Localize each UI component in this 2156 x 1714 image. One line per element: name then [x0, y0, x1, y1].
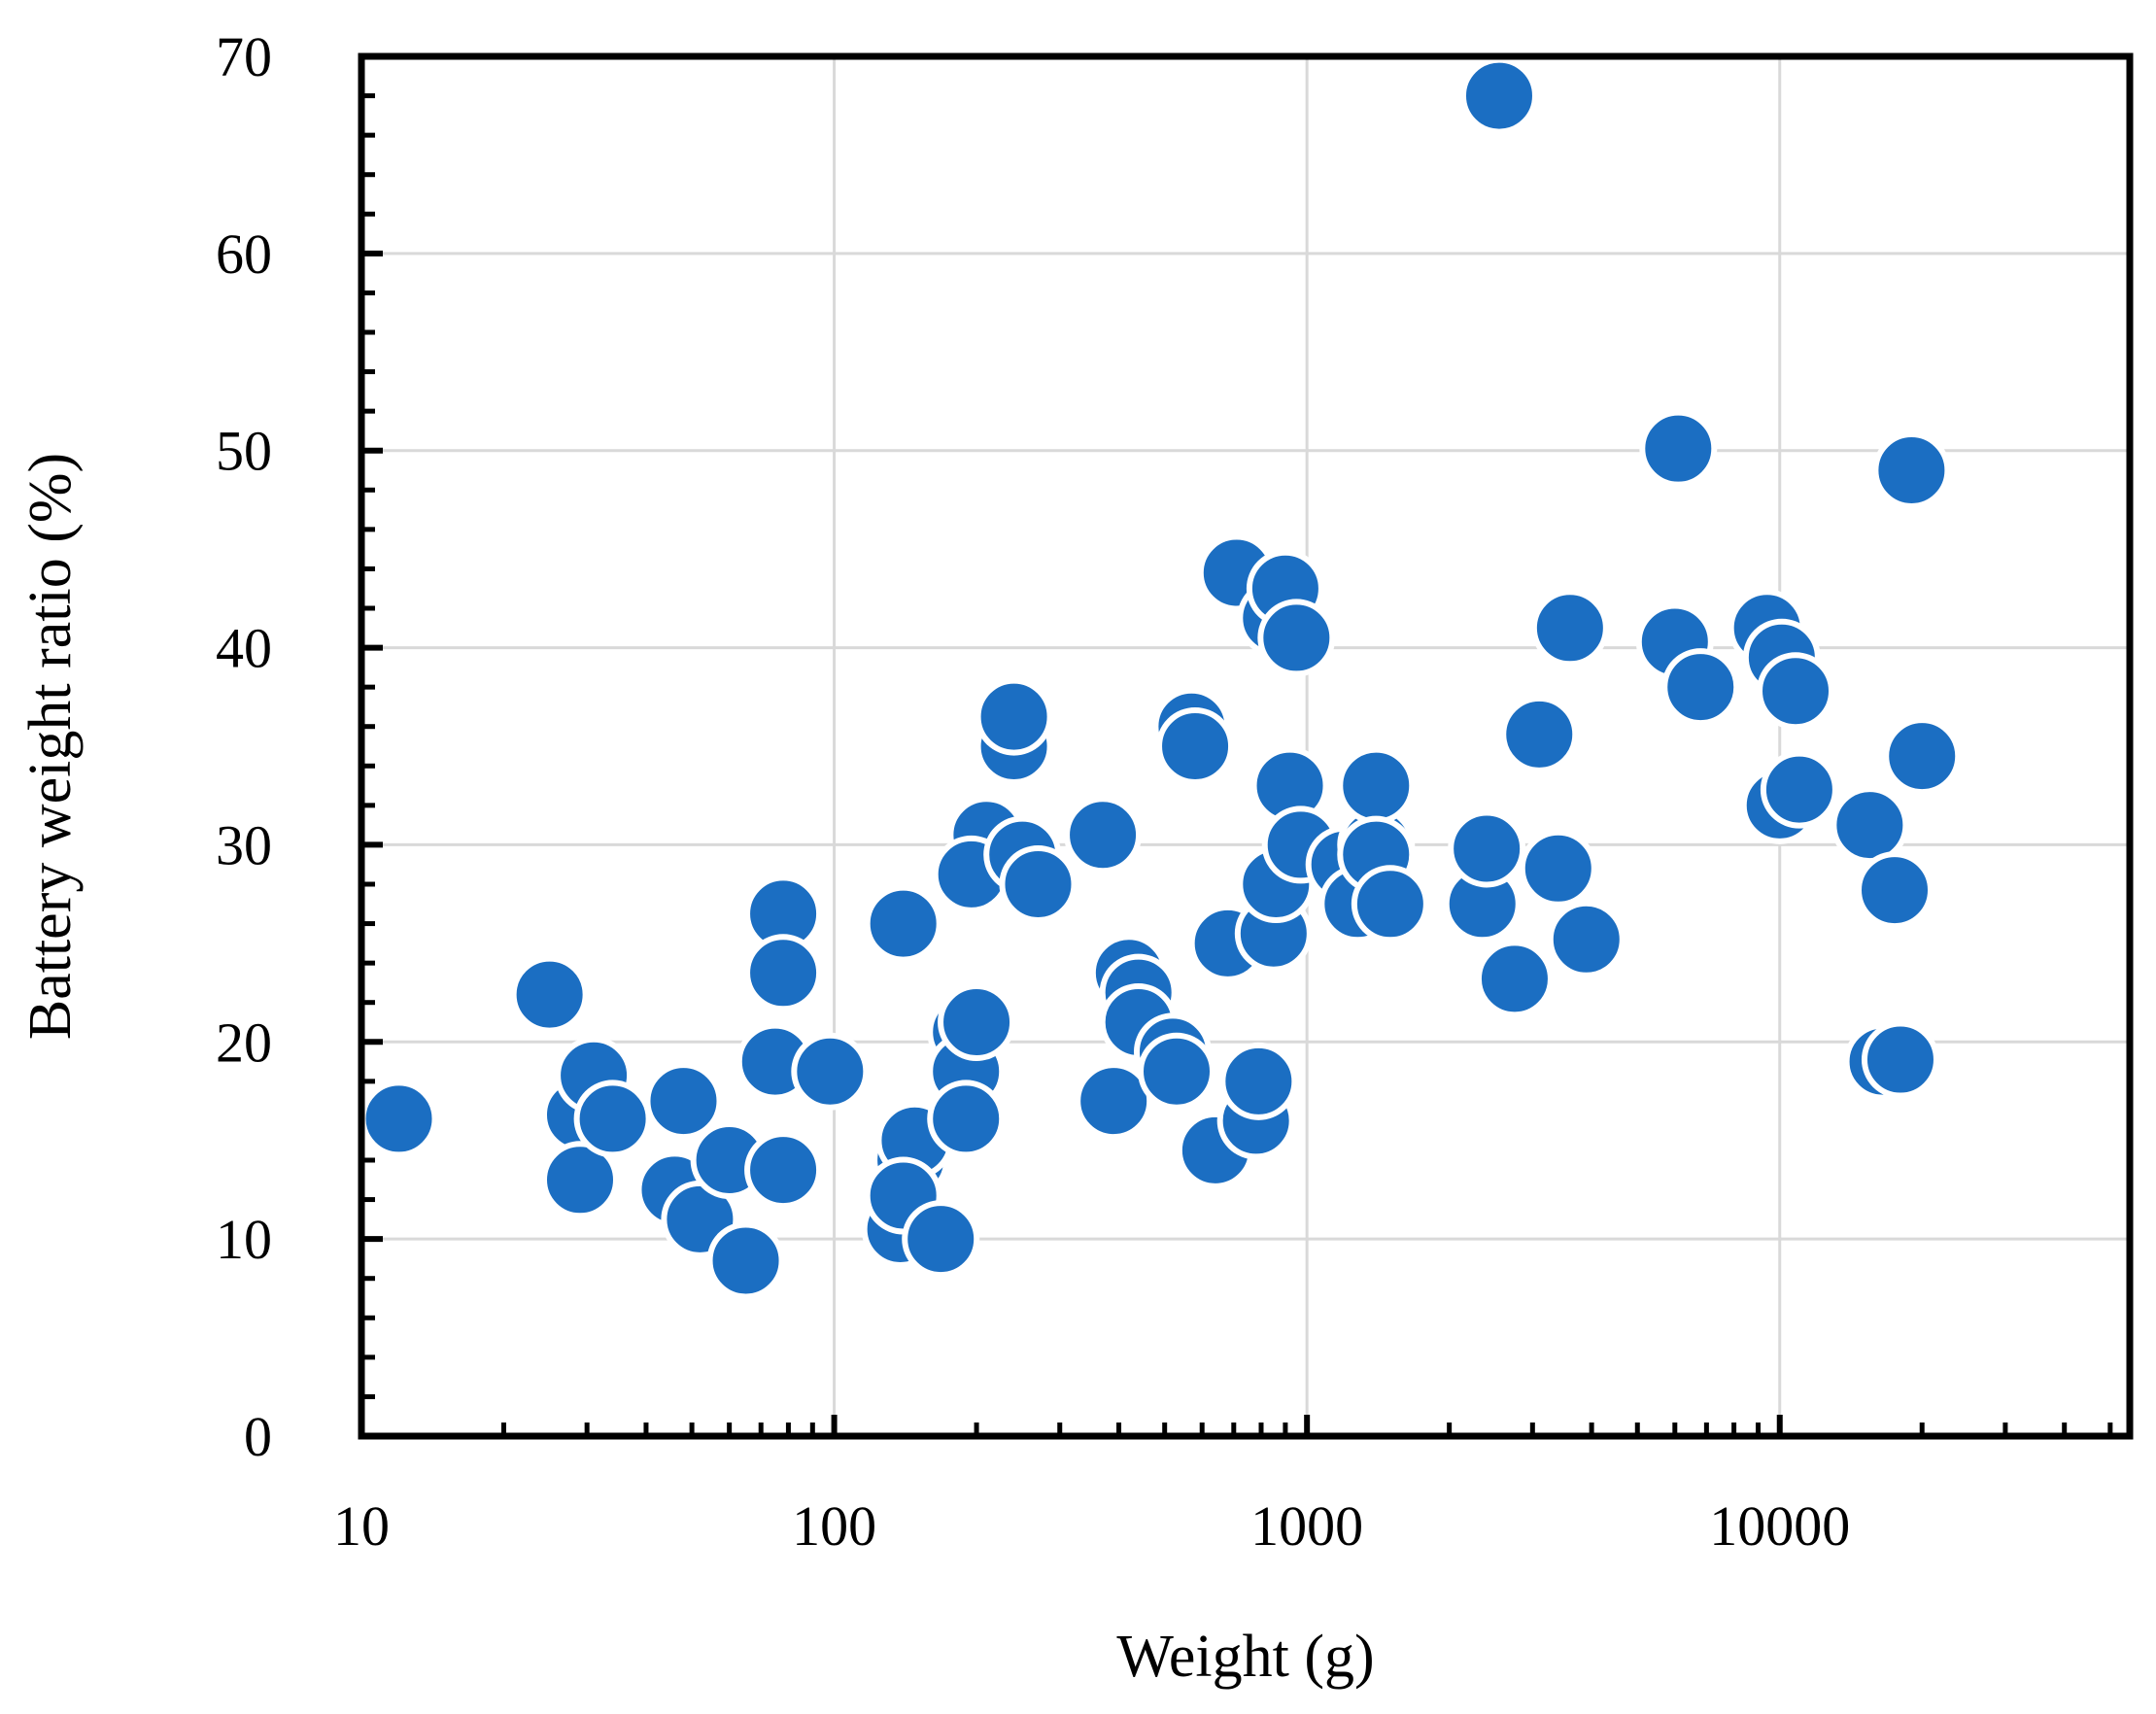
data-point: [744, 1131, 823, 1210]
y-tick-label: 0: [244, 1405, 272, 1468]
data-point: [644, 1062, 723, 1141]
data-point: [706, 1221, 785, 1300]
y-tick-label: 30: [216, 813, 272, 876]
y-axis-title: Battery weight ratio (%): [17, 453, 84, 1040]
data-point: [1872, 431, 1951, 509]
plot-area-border: [358, 52, 2134, 1440]
x-tick-label: 100: [792, 1494, 876, 1558]
data-point: [1856, 851, 1934, 930]
data-points: [359, 56, 1962, 1300]
x-axis-title: Weight (g): [1116, 1624, 1374, 1690]
data-point: [1156, 707, 1235, 785]
x-tick-label: 10000: [1709, 1494, 1850, 1558]
data-point: [1459, 56, 1538, 135]
y-tick-label: 40: [216, 617, 272, 680]
data-point: [1138, 1032, 1216, 1111]
data-point: [1500, 695, 1579, 773]
data-point: [864, 884, 942, 963]
data-point: [999, 845, 1078, 923]
y-axis-tick-labels: 0 10 20 30 40 50 60 70: [216, 25, 272, 1468]
data-point: [1337, 746, 1416, 825]
y-tick-label: 20: [216, 1011, 272, 1074]
data-point: [1861, 1020, 1939, 1099]
data-point: [1075, 1062, 1153, 1141]
data-point: [1219, 1042, 1298, 1120]
data-point: [1064, 796, 1143, 874]
data-point: [744, 934, 823, 1012]
data-point: [1351, 865, 1429, 943]
y-tick-label: 50: [216, 420, 272, 483]
data-point: [540, 1141, 619, 1219]
y-tick-label: 70: [216, 25, 272, 88]
x-tick-label: 10: [333, 1494, 390, 1558]
data-point: [1883, 717, 1962, 796]
data-point: [1530, 589, 1609, 668]
data-point: [1547, 900, 1626, 978]
data-point: [938, 983, 1016, 1061]
data-point: [1519, 829, 1597, 908]
data-point: [902, 1200, 980, 1279]
data-point: [927, 1080, 1006, 1158]
grid-lines: [361, 56, 2130, 1436]
y-tick-label: 60: [216, 223, 272, 286]
x-axis-tick-labels: 10 100 1000 10000: [333, 1494, 1850, 1558]
axis-ticks: [361, 93, 2113, 1436]
x-tick-label: 1000: [1250, 1494, 1363, 1558]
data-point: [359, 1080, 438, 1158]
data-point: [1448, 809, 1526, 888]
data-point: [975, 677, 1053, 756]
data-point: [1639, 409, 1718, 488]
data-point: [1661, 648, 1740, 727]
y-tick-label: 10: [216, 1208, 272, 1271]
data-point: [1831, 786, 1909, 865]
data-point: [1475, 940, 1554, 1018]
data-point: [573, 1080, 652, 1158]
data-point: [1760, 750, 1838, 829]
data-point: [791, 1032, 870, 1111]
data-point: [510, 955, 589, 1034]
data-point: [1757, 652, 1835, 731]
data-point: [1257, 599, 1336, 677]
